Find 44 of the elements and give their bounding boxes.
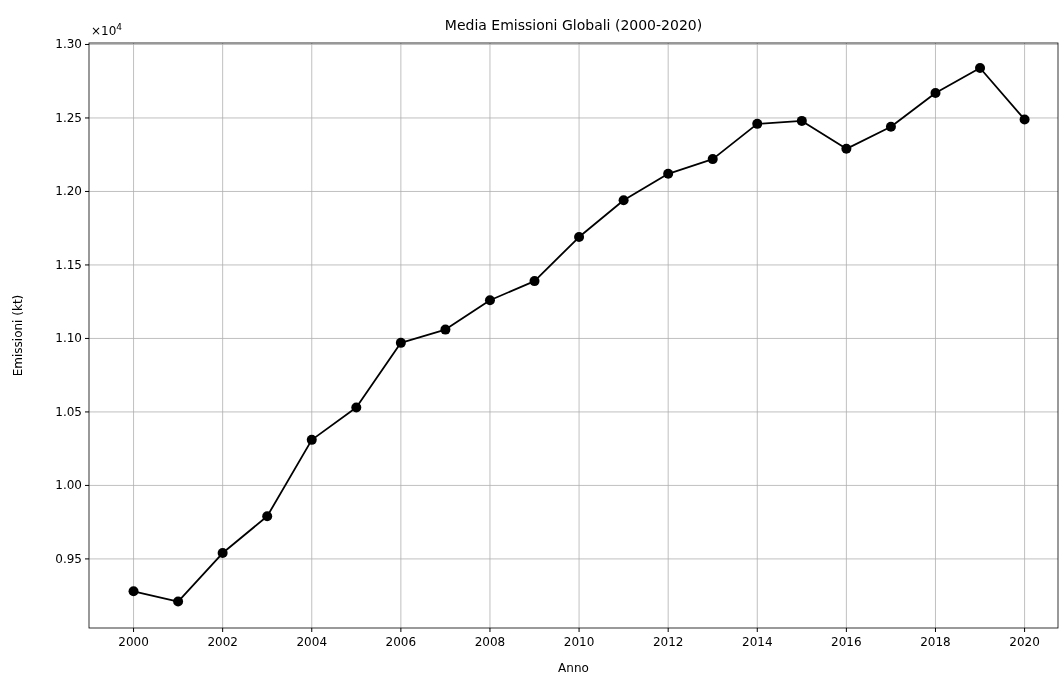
x-axis-title: Anno: [558, 661, 589, 675]
x-tick-label: 2004: [296, 635, 328, 649]
point: [1019, 114, 1030, 125]
point: [841, 143, 852, 154]
y-tick-label: 1.15: [55, 257, 82, 272]
point: [173, 596, 184, 607]
y-axis-title: Emissioni (kt): [11, 294, 25, 377]
point: [395, 337, 406, 348]
point: [262, 511, 273, 522]
x-tick-label: 2002: [207, 635, 238, 649]
text: ×10$^{4}$: [91, 22, 123, 38]
point: [574, 232, 585, 243]
y-tick-label: 0.95: [55, 551, 82, 566]
point: [306, 434, 317, 445]
x-tick-label: 2018: [920, 635, 951, 649]
point: [796, 115, 807, 126]
point: [752, 118, 763, 129]
x-tick-label: 2010: [563, 635, 595, 649]
y-tick-label: 1.30: [55, 37, 82, 52]
point: [618, 195, 629, 206]
x-tick-label: 2012: [652, 635, 684, 649]
y-tick-label: 1.05: [55, 404, 82, 419]
y-tick-label: 1.20: [55, 184, 82, 199]
point: [707, 154, 718, 165]
x-tick-label: 2000: [118, 635, 149, 649]
x-tick-label: 2008: [474, 635, 506, 649]
point: [128, 586, 139, 597]
point: [217, 548, 228, 559]
y-tick-label: 1.10: [55, 331, 82, 346]
point: [663, 168, 674, 179]
x-tick-label: 2006: [385, 635, 417, 649]
point: [484, 295, 495, 306]
point: [440, 324, 451, 335]
y-tick-label: 1.25: [55, 110, 82, 125]
x-tick-label: 2016: [831, 635, 862, 649]
point: [529, 276, 540, 287]
chart-title: Media Emissioni Globali (2000-2020): [444, 17, 703, 33]
point: [930, 87, 941, 98]
point: [885, 121, 896, 132]
y-tick-label: 1.00: [55, 478, 82, 493]
x-tick-label: 2020: [1009, 635, 1040, 649]
x-tick-label: 2014: [742, 635, 773, 649]
point: [975, 62, 986, 73]
point: [351, 402, 362, 413]
